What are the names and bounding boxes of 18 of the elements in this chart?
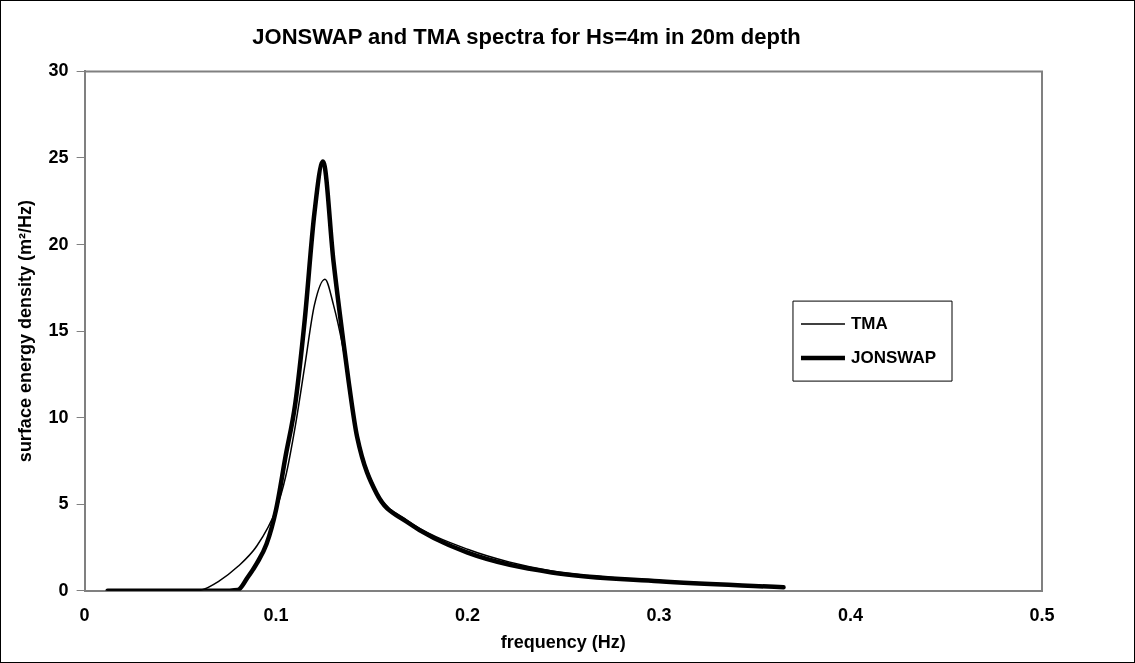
- legend-label: JONSWAP: [850, 347, 937, 367]
- x-axis-title: frequency (Hz): [500, 632, 626, 653]
- y-tick-label: 25: [48, 146, 69, 167]
- y-tick-label: 20: [48, 233, 69, 254]
- y-tick-label: 0: [58, 579, 69, 600]
- y-tick-label: 15: [48, 320, 69, 341]
- y-tick-label: 30: [48, 60, 69, 81]
- x-tick-label: 0.4: [838, 604, 864, 625]
- x-tick-label: 0: [79, 604, 90, 625]
- y-tick-label: 5: [58, 493, 69, 514]
- legend-label: TMA: [850, 313, 888, 333]
- y-tick-label: 10: [48, 406, 69, 427]
- y-axis-title: surface energy density (m²/Hz): [14, 200, 35, 463]
- chart-title: JONSWAP and TMA spectra for Hs=4m in 20m depth: [252, 24, 801, 50]
- x-tick-label: 0.5: [1029, 604, 1055, 625]
- x-tick-label: 0.1: [263, 604, 289, 625]
- x-tick-label: 0.2: [455, 604, 481, 625]
- x-tick-label: 0.3: [646, 604, 672, 625]
